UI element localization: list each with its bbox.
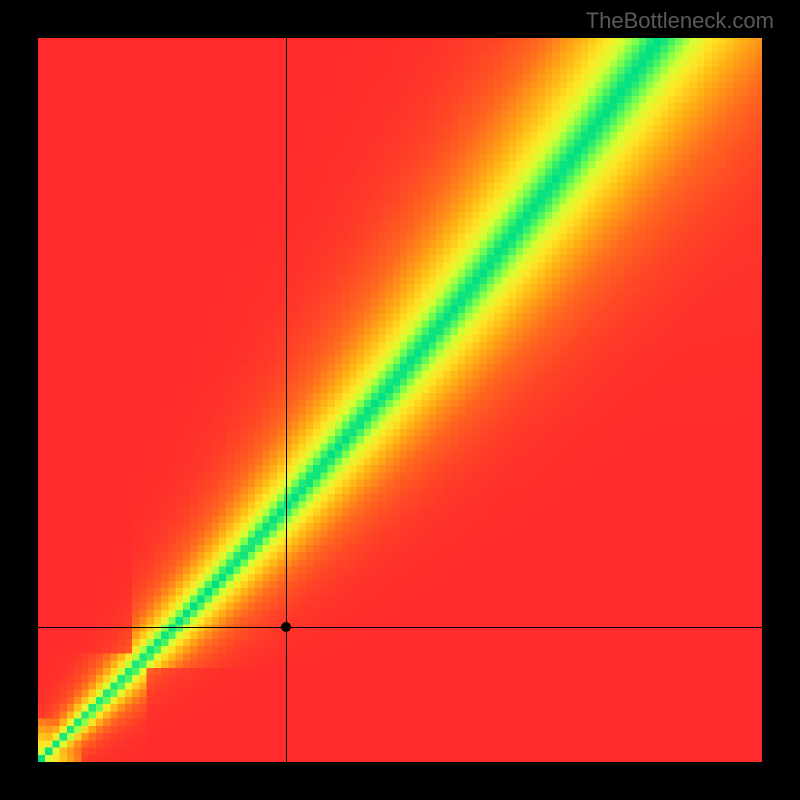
crosshair-vertical (286, 38, 287, 762)
heatmap-canvas (38, 38, 762, 762)
crosshair-horizontal (38, 627, 762, 628)
watermark-text: TheBottleneck.com (586, 8, 774, 34)
heatmap-plot (38, 38, 762, 762)
crosshair-dot (281, 622, 291, 632)
